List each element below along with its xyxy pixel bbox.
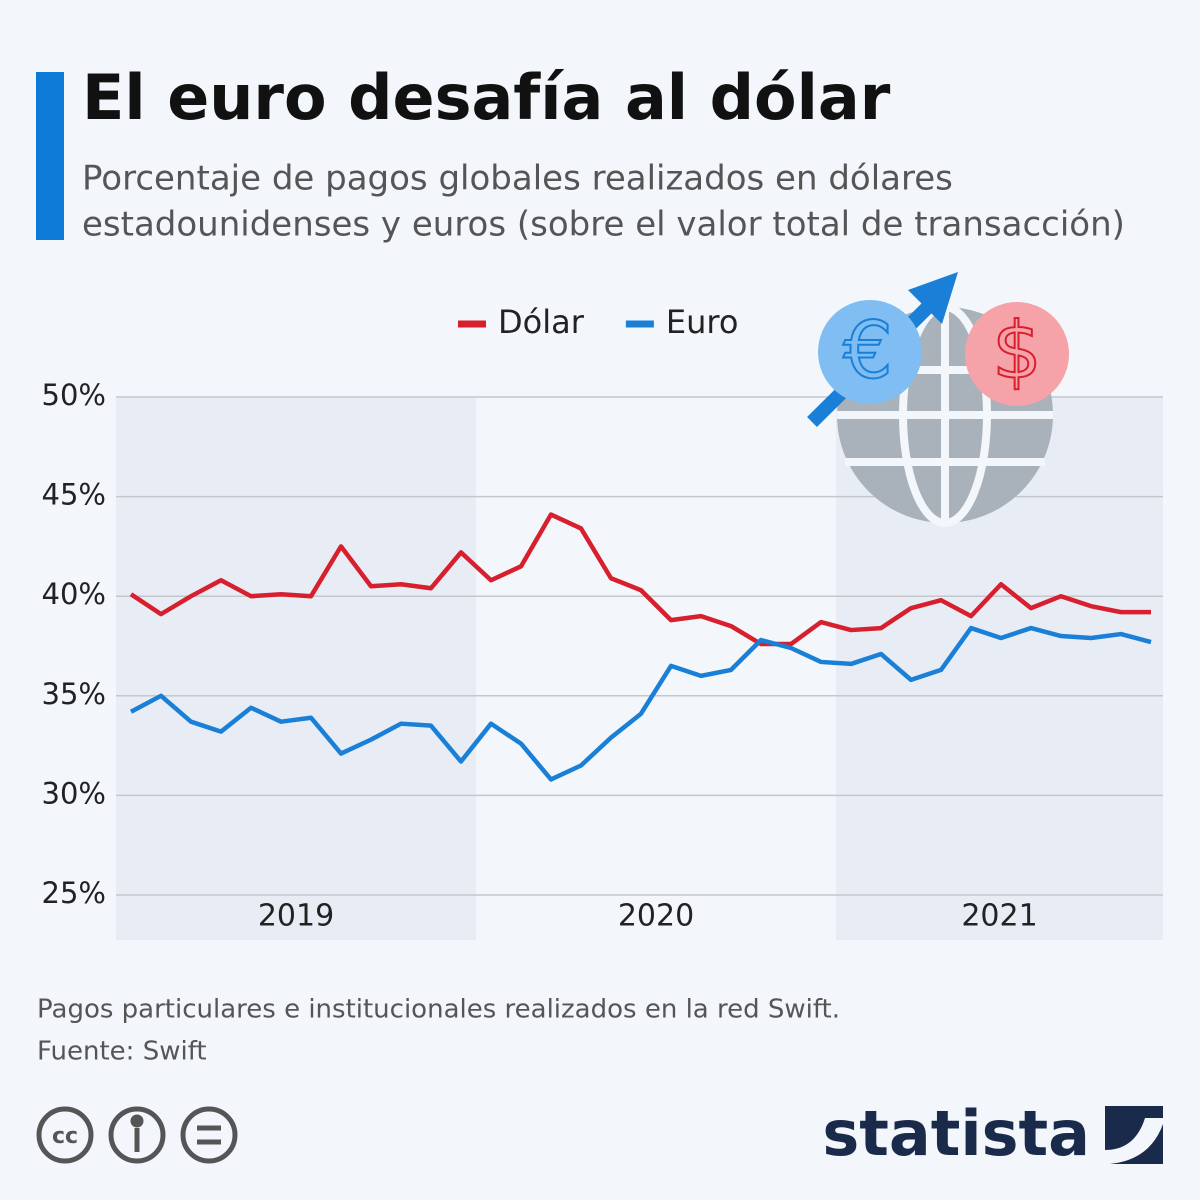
svg-text:€: € — [843, 306, 893, 396]
chart-title: El euro desafía al dólar — [82, 61, 891, 134]
brand-mark — [1105, 1106, 1163, 1164]
year-band — [116, 397, 476, 940]
y-tick-label: 40% — [42, 577, 106, 611]
svg-text:cc: cc — [52, 1124, 78, 1149]
svg-text:$: $ — [992, 306, 1042, 396]
subtitle: Porcentaje de pagos globales realizados … — [82, 159, 953, 199]
y-tick-label: 50% — [42, 378, 106, 412]
license-icons: cc — [36, 1106, 238, 1164]
x-tick-label: 2021 — [961, 899, 1037, 934]
y-tick-label: 30% — [42, 776, 106, 810]
title-accent — [36, 72, 64, 240]
series-line — [129, 625, 1152, 782]
globe-icon: € $ — [807, 272, 1069, 527]
x-tick-label: 2020 — [618, 899, 694, 934]
note: Pagos particulares e institucionales rea… — [37, 995, 840, 1025]
source: Fuente: Swift — [37, 1037, 207, 1067]
y-tick-label: 35% — [42, 677, 106, 711]
subtitle: estadounidenses y euros (sobre el valor … — [82, 205, 1125, 245]
y-tick-label: 45% — [42, 478, 106, 512]
brand-logo: statista — [822, 1097, 1090, 1170]
x-tick-label: 2019 — [258, 899, 334, 934]
y-tick-label: 25% — [42, 876, 106, 910]
legend-label: Euro — [666, 303, 739, 341]
legend-label: Dólar — [498, 303, 585, 341]
series-line — [129, 512, 1151, 647]
